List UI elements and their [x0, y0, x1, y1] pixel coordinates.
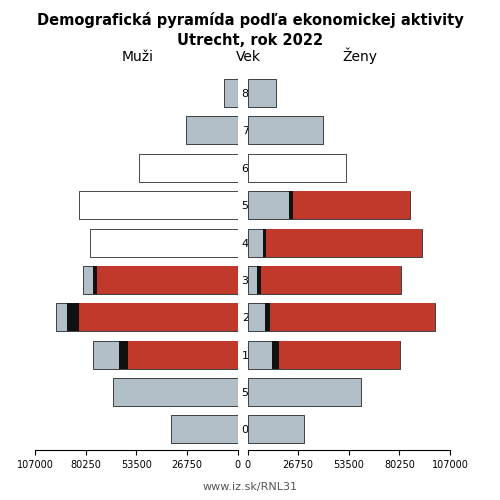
Bar [248, 116, 323, 144]
Text: www.iz.sk/RNL31: www.iz.sk/RNL31 [202, 482, 298, 492]
Bar [248, 416, 304, 444]
Bar [92, 340, 238, 368]
Bar [248, 378, 361, 406]
Bar [257, 266, 401, 294]
Bar [262, 228, 422, 256]
Bar [128, 340, 238, 368]
Bar [224, 79, 237, 107]
Bar [139, 154, 237, 182]
Bar [112, 378, 238, 406]
Bar [248, 228, 422, 256]
Bar [56, 304, 238, 332]
Bar [248, 340, 400, 368]
Bar [248, 266, 401, 294]
Text: Ženy: Ženy [342, 48, 378, 64]
Bar [260, 266, 401, 294]
Text: Demografická pyramída podľa ekonomickej aktivity
Utrecht, rok 2022: Demografická pyramída podľa ekonomickej … [36, 12, 464, 49]
Bar [78, 191, 237, 219]
Bar [248, 79, 276, 107]
Bar [67, 304, 237, 332]
Bar [289, 191, 410, 219]
Bar [172, 416, 237, 444]
Bar [264, 304, 435, 332]
Text: Muži: Muži [122, 50, 154, 64]
Bar [98, 266, 237, 294]
Bar [248, 154, 346, 182]
Bar [270, 304, 435, 332]
Bar [78, 304, 237, 332]
Text: Vek: Vek [236, 50, 261, 64]
Bar [272, 340, 400, 368]
Bar [84, 266, 237, 294]
Bar [186, 116, 238, 144]
Bar [92, 266, 238, 294]
Bar [266, 228, 422, 256]
Bar [293, 191, 410, 219]
Bar [248, 304, 435, 332]
Bar [248, 191, 410, 219]
Bar [119, 340, 238, 368]
Bar [90, 228, 238, 256]
Bar [278, 340, 400, 368]
